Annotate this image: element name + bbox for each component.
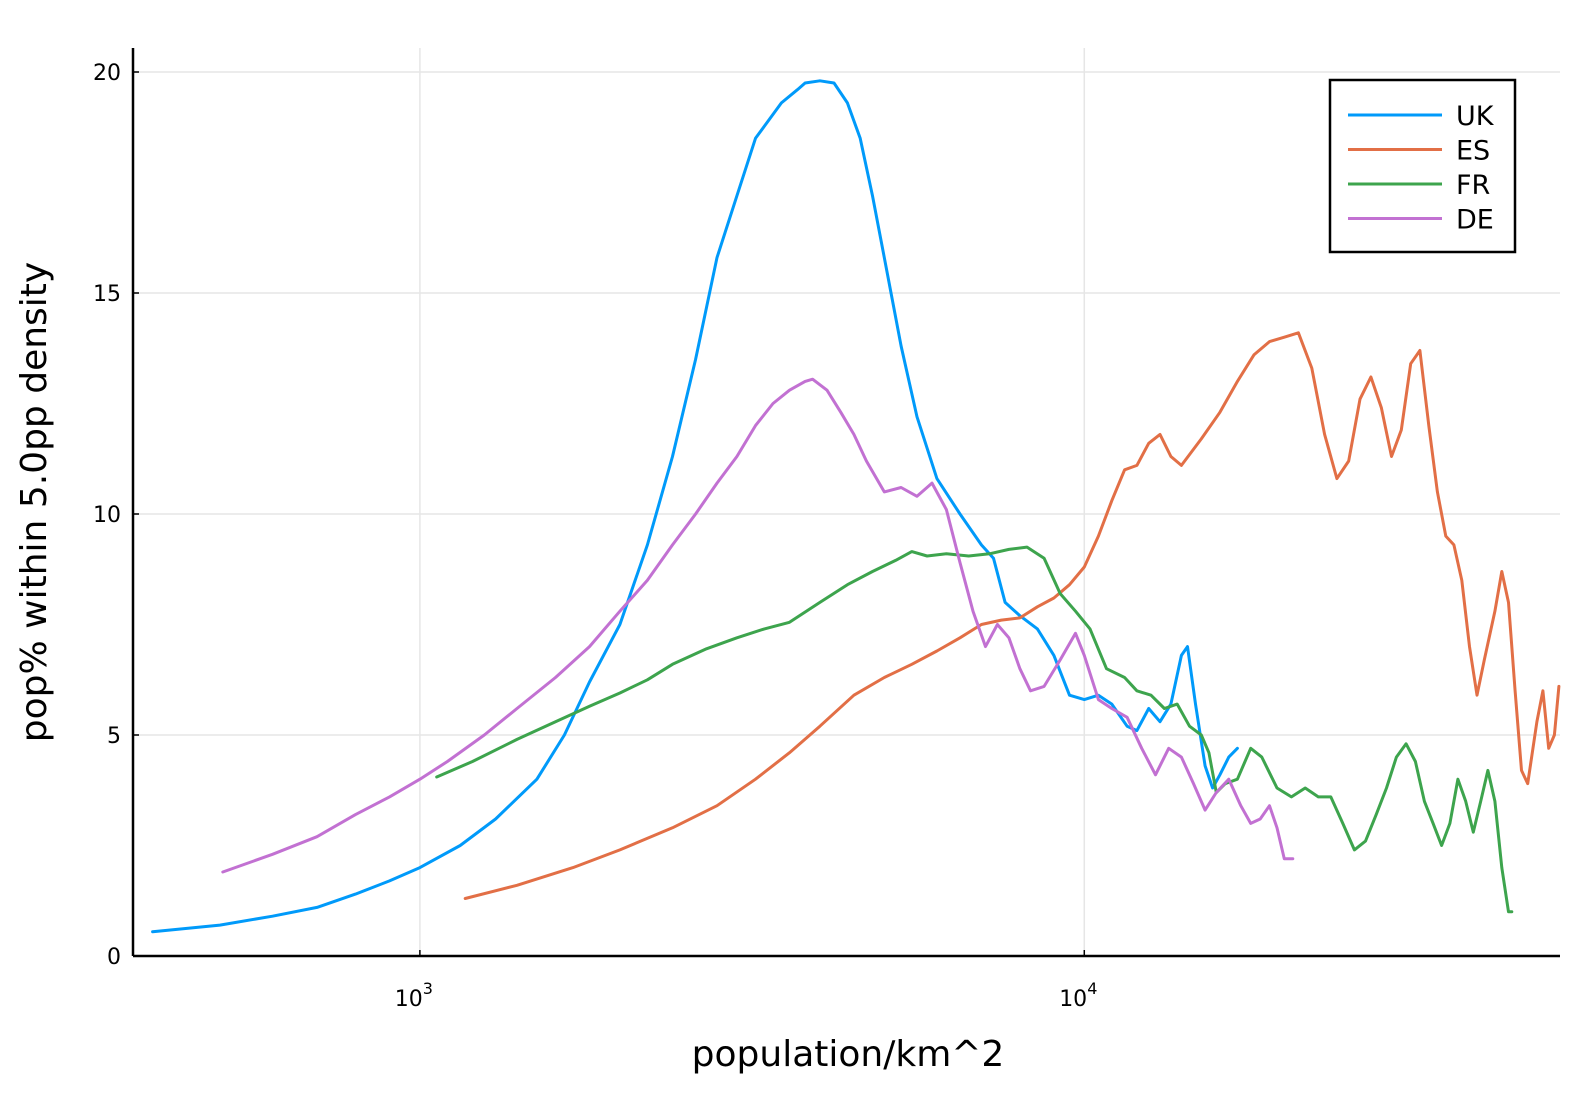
x-tick-exponent: 3 [423,979,433,998]
series-line-fr [435,545,1514,914]
legend-box [1328,78,1517,254]
y-tick-label: 15 [93,282,121,307]
y-tick-label: 10 [93,503,121,528]
y-tick-label: 5 [107,724,121,749]
legend-label-es: ES [1456,136,1490,167]
legend-label-uk: UK [1456,101,1495,132]
x-tick-base: 10 [395,987,423,1012]
series-line-de [221,377,1295,874]
x-tick-label: 104 [1059,979,1097,1012]
x-tick-exponent: 4 [1087,979,1097,998]
legend-label-fr: FR [1456,170,1490,201]
plot-area [151,79,1561,934]
x-axis-title: population/km^2 [692,1034,1005,1075]
series-line-es [463,331,1561,900]
x-tick-base: 10 [1059,987,1087,1012]
series-line-uk [151,79,1239,934]
y-tick-label: 20 [93,61,121,86]
y-tick-label: 0 [107,945,121,970]
y-axis-title: pop% within 5.0pp density [14,262,55,742]
x-tick-label: 103 [395,979,433,1012]
legend-label-de: DE [1456,205,1494,236]
